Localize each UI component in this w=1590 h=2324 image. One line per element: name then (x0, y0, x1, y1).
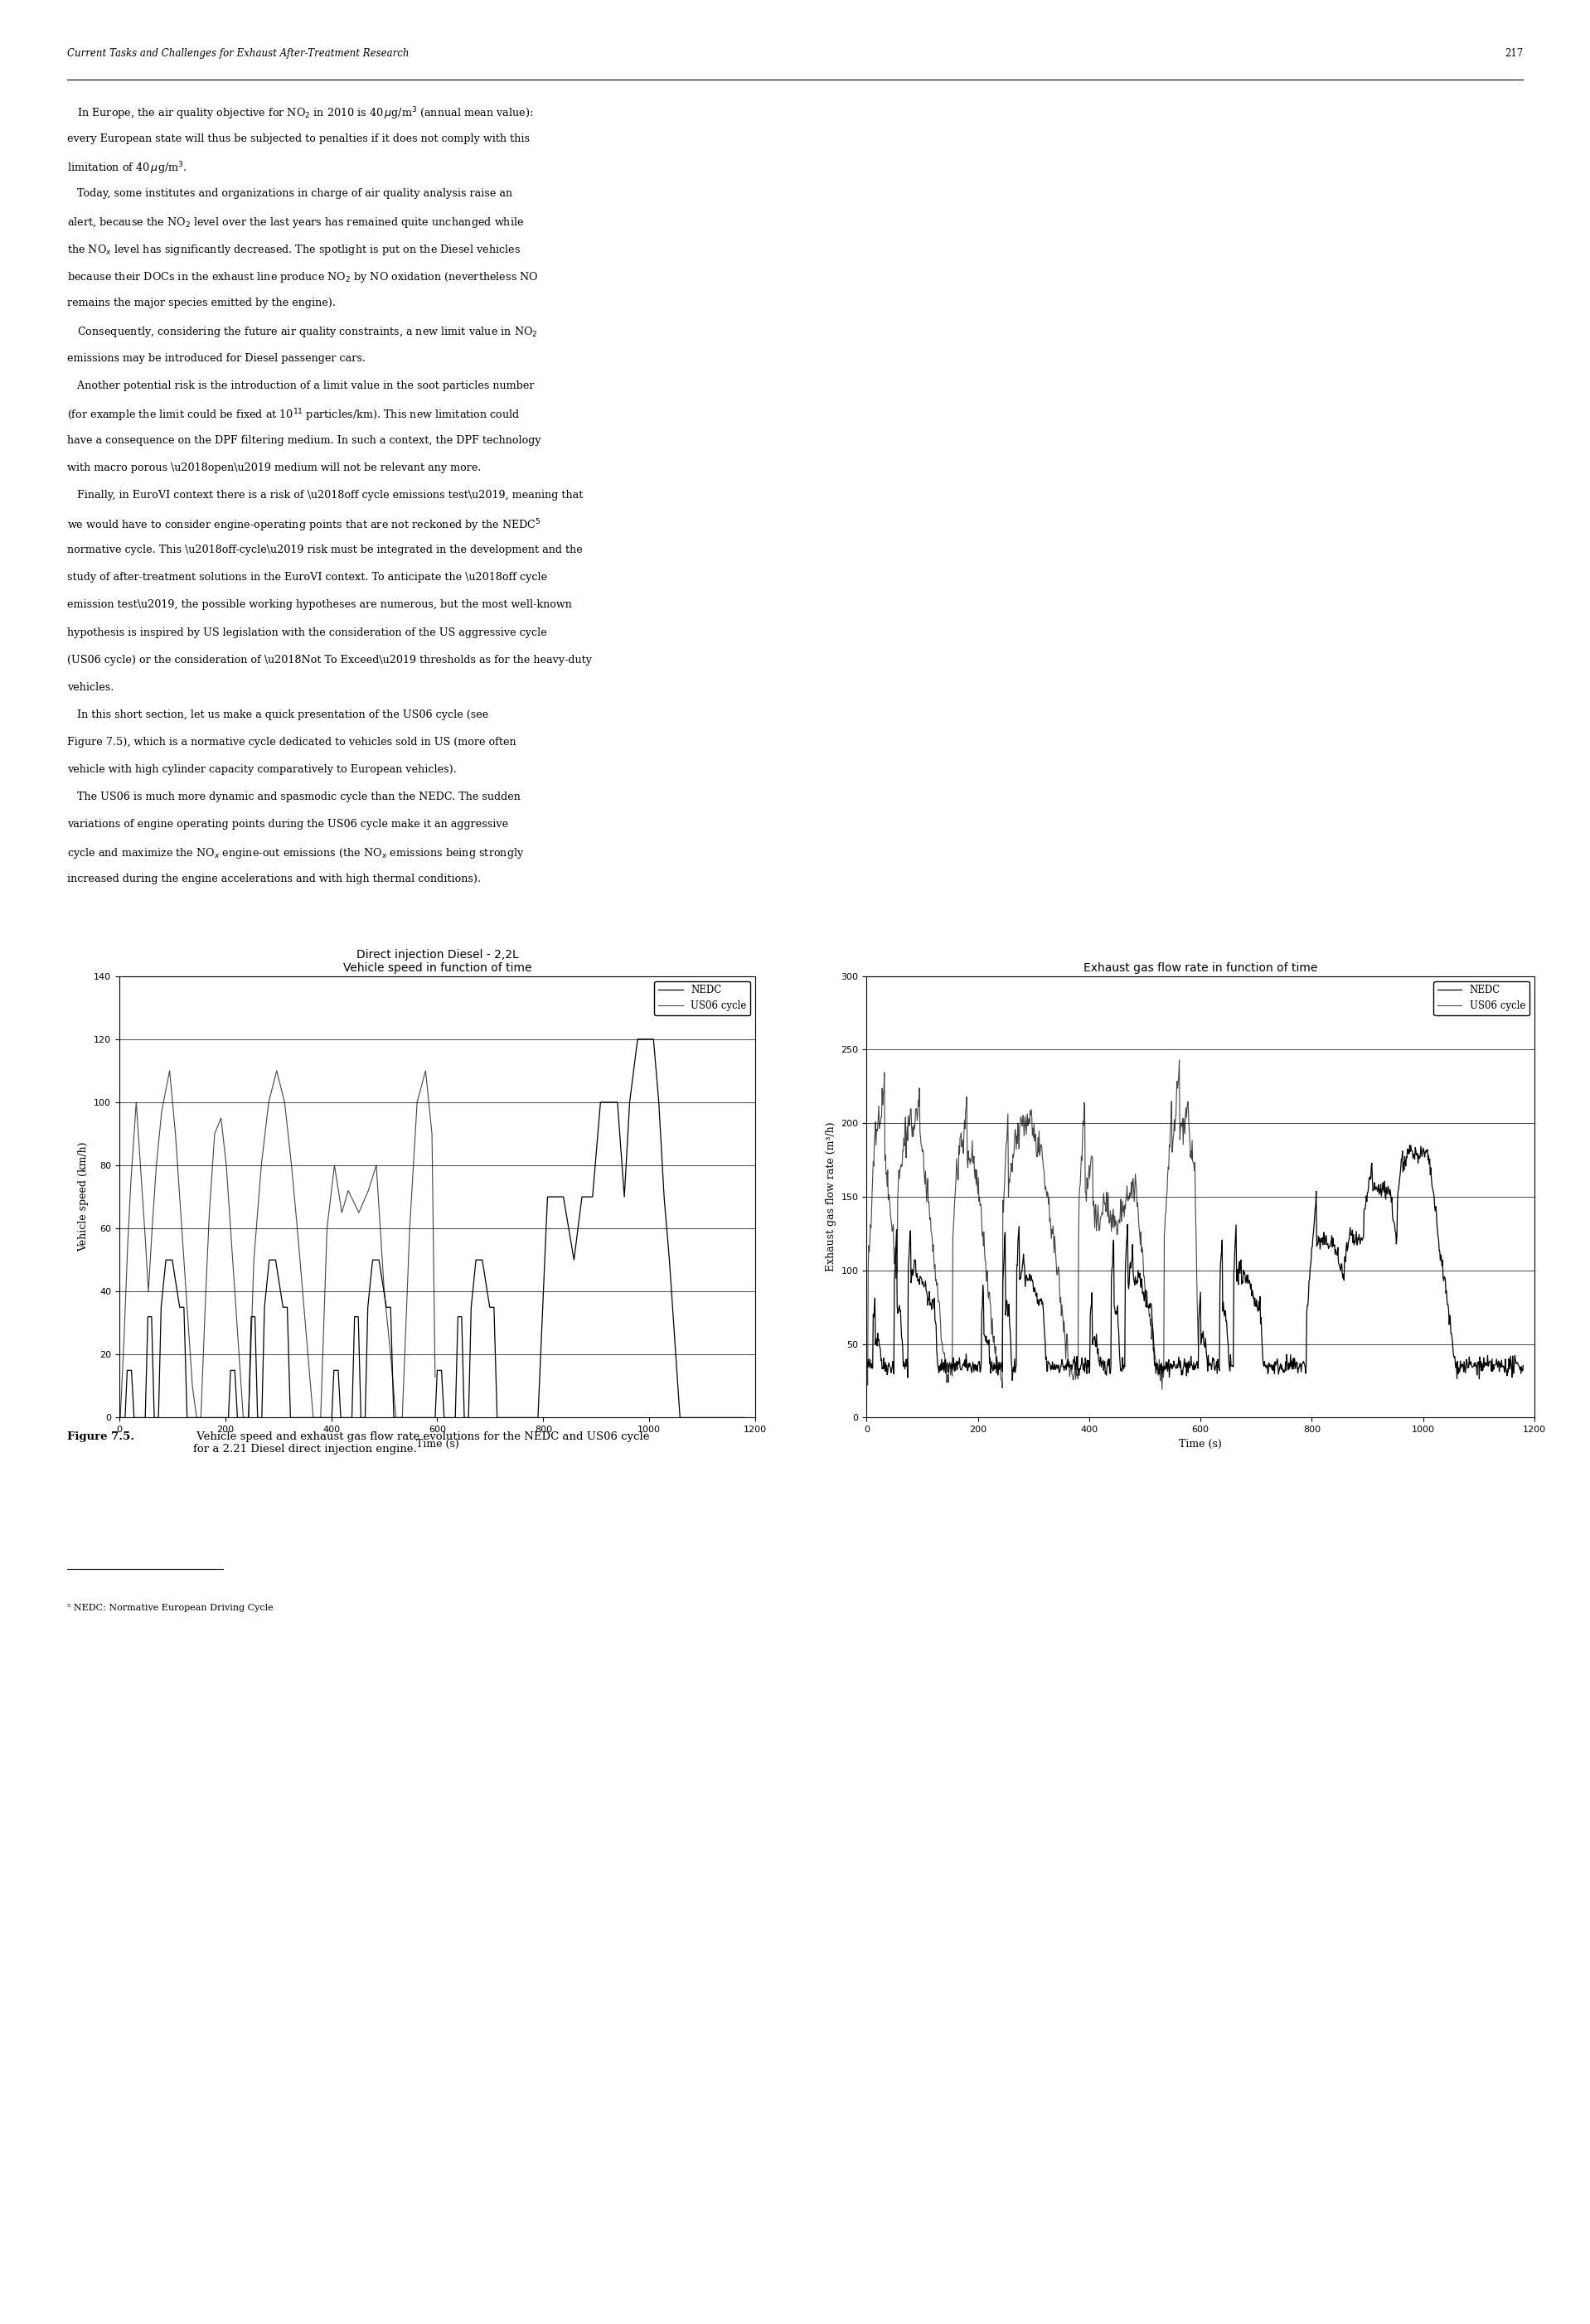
Text: vehicle with high cylinder capacity comparatively to European vehicles).: vehicle with high cylinder capacity comp… (67, 765, 456, 774)
US06 cycle (1100, 1208, 1119, 1236)
NEDC (1280, 1353, 1299, 1380)
Text: cycle and maximize the NO$_x$ engine-out emissions (the NO$_x$ emissions being s: cycle and maximize the NO$_x$ engine-out… (67, 846, 523, 860)
US06 cycle (165, 1109, 184, 1136)
NEDC (355, 1404, 374, 1432)
NEDC (1270, 1350, 1289, 1378)
Text: The US06 is much more dynamic and spasmodic cycle than the NEDC. The sudden: The US06 is much more dynamic and spasmo… (67, 792, 520, 802)
Text: limitation of 40$\,\mu$g/m$^3$.: limitation of 40$\,\mu$g/m$^3$. (67, 160, 186, 177)
Text: we would have to consider engine-operating points that are not reckoned by the N: we would have to consider engine-operati… (67, 518, 541, 535)
Text: 217: 217 (1504, 49, 1523, 58)
Text: alert, because the NO$_2$ level over the last years has remained quite unchanged: alert, because the NO$_2$ level over the… (67, 216, 523, 230)
US06 cycle (250, 1178, 269, 1206)
NEDC (1248, 1294, 1267, 1322)
US06 cycle (1170, 1046, 1189, 1074)
NEDC (1514, 1350, 1533, 1378)
Legend: NEDC, US06 cycle: NEDC, US06 cycle (655, 981, 750, 1016)
US06 cycle (914, 1155, 933, 1183)
X-axis label: Time (s): Time (s) (1180, 1439, 1221, 1450)
NEDC (908, 1260, 927, 1287)
US06 cycle (402, 1188, 421, 1215)
NEDC (1401, 1132, 1420, 1160)
Legend: NEDC, US06 cycle: NEDC, US06 cycle (1434, 981, 1530, 1016)
Text: normative cycle. This \u2018off-cycle\u2019 risk must be integrated in the devel: normative cycle. This \u2018off-cycle\u2… (67, 544, 582, 555)
Text: hypothesis is inspired by US legislation with the consideration of the US aggres: hypothesis is inspired by US legislation… (67, 627, 547, 637)
Text: the NO$_x$ level has significantly decreased. The spotlight is put on the Diesel: the NO$_x$ level has significantly decre… (67, 244, 520, 258)
Line: NEDC: NEDC (867, 1146, 1523, 1380)
Title: Exhaust gas flow rate in function of time: Exhaust gas flow rate in function of tim… (1083, 962, 1318, 974)
Line: NEDC: NEDC (119, 1039, 744, 1418)
NEDC (628, 1025, 647, 1053)
US06 cycle (196, 1306, 215, 1334)
X-axis label: Time (s): Time (s) (417, 1439, 458, 1450)
Text: Consequently, considering the future air quality constraints, a new limit value : Consequently, considering the future air… (67, 325, 537, 339)
Text: with macro porous \u2018open\u2019 medium will not be relevant any more.: with macro porous \u2018open\u2019 mediu… (67, 462, 480, 474)
Text: variations of engine operating points during the US06 cycle make it an aggressiv: variations of engine operating points du… (67, 818, 507, 830)
Text: study of after-treatment solutions in the EuroVI context. To anticipate the \u20: study of after-treatment solutions in th… (67, 572, 547, 583)
NEDC (110, 1404, 129, 1432)
Text: (for example the limit could be fixed at 10$^{11}$ particles/km). This new limit: (for example the limit could be fixed at… (67, 407, 520, 423)
Text: (US06 cycle) or the consideration of \u2018Not To Exceed\u2019 thresholds as for: (US06 cycle) or the consideration of \u2… (67, 655, 591, 665)
Line: US06 cycle: US06 cycle (867, 1060, 1199, 1390)
Text: In this short section, let us make a quick presentation of the US06 cycle (see: In this short section, let us make a qui… (67, 709, 488, 720)
Line: US06 cycle: US06 cycle (119, 1071, 436, 1418)
US06 cycle (110, 1404, 129, 1432)
US06 cycle (426, 1364, 445, 1392)
NEDC (157, 1246, 176, 1274)
NEDC (857, 1350, 876, 1378)
NEDC (735, 1404, 754, 1432)
Text: Figure 7.5), which is a normative cycle dedicated to vehicles sold in US (more o: Figure 7.5), which is a normative cycle … (67, 737, 515, 748)
NEDC (1115, 1353, 1134, 1380)
NEDC (482, 1292, 501, 1320)
NEDC (504, 1404, 523, 1432)
Text: have a consequence on the DPF filtering medium. In such a context, the DPF techn: have a consequence on the DPF filtering … (67, 435, 541, 446)
Text: every European state will thus be subjected to penalties if it does not comply w: every European state will thus be subjec… (67, 132, 529, 144)
US06 cycle (1003, 1141, 1022, 1169)
Text: emission test\u2019, the possible working hypotheses are numerous, but the most : emission test\u2019, the possible workin… (67, 600, 571, 611)
US06 cycle (165, 1113, 184, 1141)
Text: because their DOCs in the exhaust line produce NO$_2$ by NO oxidation (neverthel: because their DOCs in the exhaust line p… (67, 270, 537, 284)
Text: remains the major species emitted by the engine).: remains the major species emitted by the… (67, 297, 335, 309)
NEDC (959, 1357, 978, 1385)
US06 cycle (914, 1162, 933, 1190)
Title: Direct injection Diesel - 2,2L
Vehicle speed in function of time: Direct injection Diesel - 2,2L Vehicle s… (343, 948, 531, 974)
NEDC (207, 1404, 226, 1432)
Y-axis label: Exhaust gas flow rate (m³/h): Exhaust gas flow rate (m³/h) (825, 1122, 836, 1271)
US06 cycle (1153, 1376, 1172, 1404)
US06 cycle (1189, 1332, 1208, 1360)
Text: Today, some institutes and organizations in charge of air quality analysis raise: Today, some institutes and organizations… (67, 188, 512, 200)
US06 cycle (1164, 1125, 1183, 1153)
NEDC (512, 1404, 531, 1432)
Text: Current Tasks and Challenges for Exhaust After-Treatment Research: Current Tasks and Challenges for Exhaust… (67, 49, 409, 58)
Text: Figure 7.5.: Figure 7.5. (67, 1432, 134, 1443)
Text: vehicles.: vehicles. (67, 681, 113, 693)
Y-axis label: Vehicle speed (km/h): Vehicle speed (km/h) (78, 1141, 89, 1253)
US06 cycle (946, 1174, 965, 1202)
Text: ⁵ NEDC: Normative European Driving Cycle: ⁵ NEDC: Normative European Driving Cycle (67, 1604, 273, 1613)
Text: Vehicle speed and exhaust gas flow rate evolutions for the NEDC and US06 cycle
f: Vehicle speed and exhaust gas flow rate … (194, 1432, 650, 1455)
US06 cycle (161, 1057, 180, 1085)
US06 cycle (342, 1183, 361, 1211)
Text: Finally, in EuroVI context there is a risk of \u2018off cycle emissions test\u20: Finally, in EuroVI context there is a ri… (67, 490, 582, 500)
US06 cycle (857, 1350, 876, 1378)
Text: increased during the engine accelerations and with high thermal conditions).: increased during the engine acceleration… (67, 874, 480, 885)
Text: emissions may be introduced for Diesel passenger cars.: emissions may be introduced for Diesel p… (67, 353, 366, 363)
Text: Another potential risk is the introduction of a limit value in the soot particle: Another potential risk is the introducti… (67, 381, 534, 390)
NEDC (1003, 1367, 1022, 1394)
Text: In Europe, the air quality objective for NO$_2$ in 2010 is 40$\,\mu$g/m$^3$ (ann: In Europe, the air quality objective for… (67, 107, 533, 123)
